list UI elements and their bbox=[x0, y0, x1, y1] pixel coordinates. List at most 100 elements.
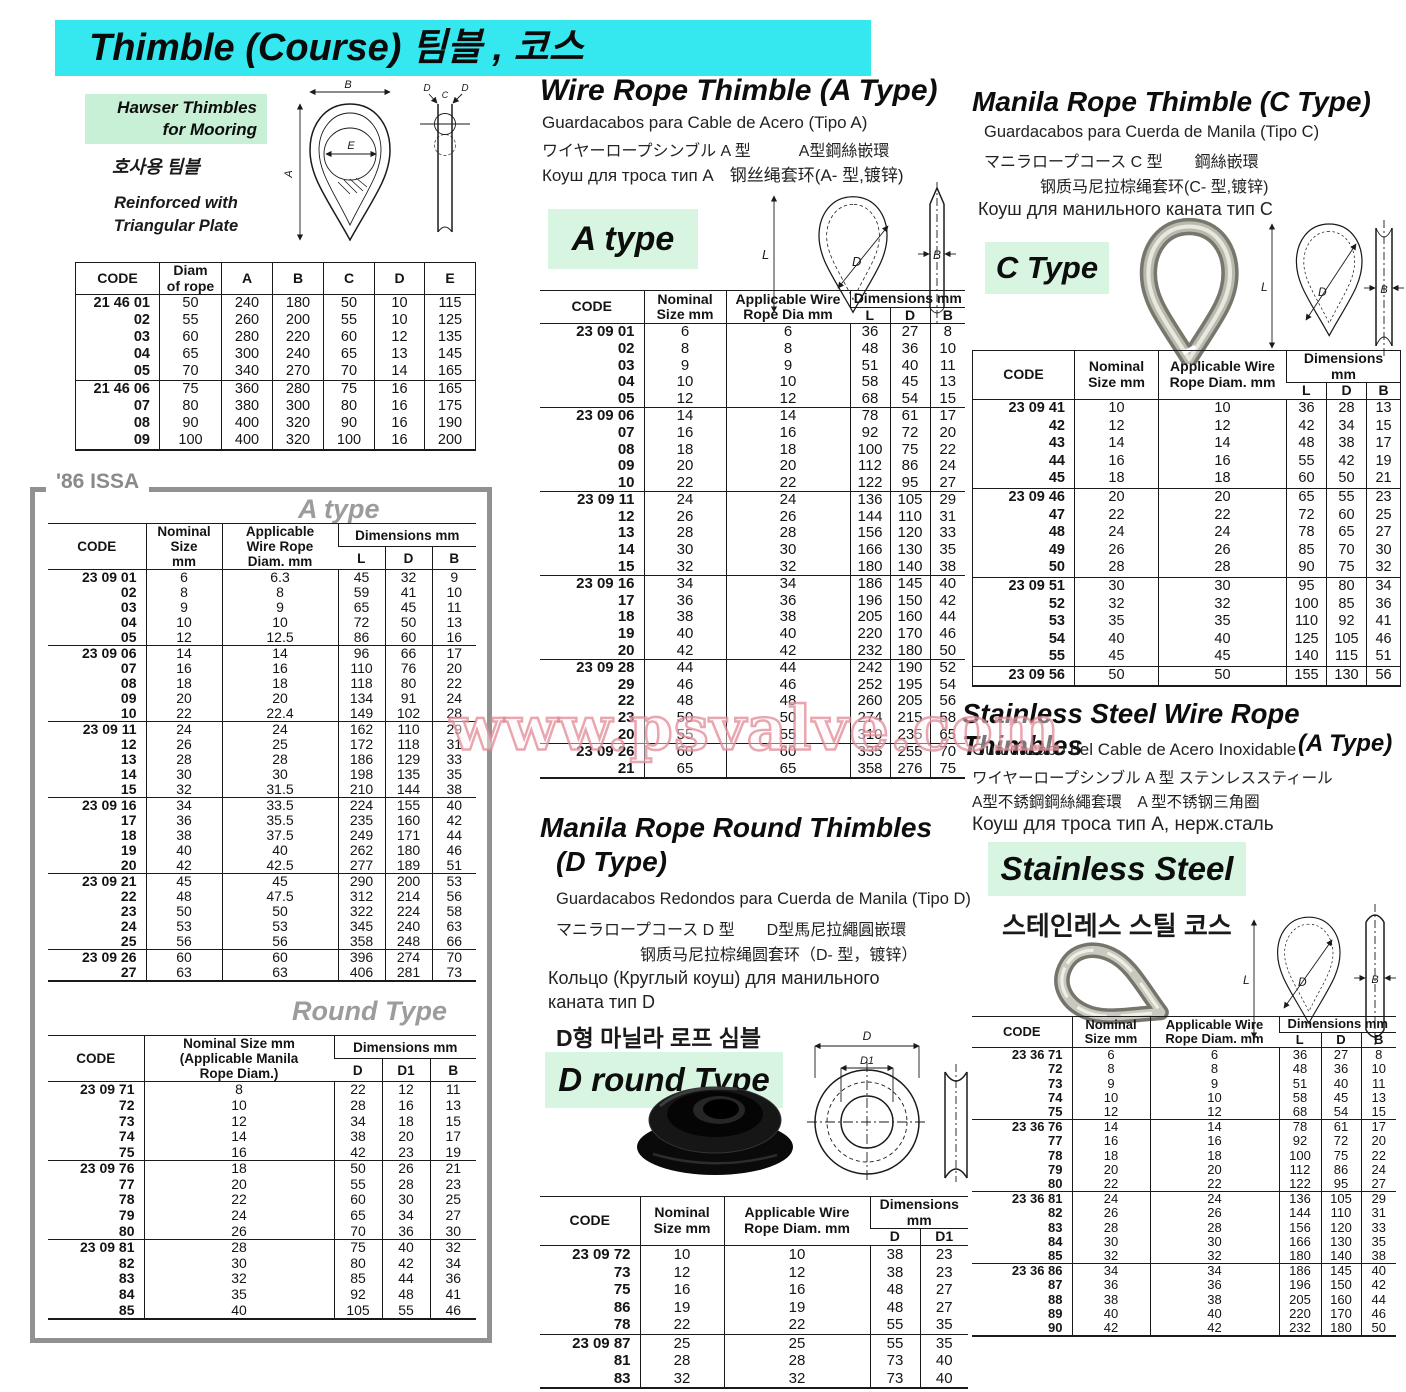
table-cell: 32 bbox=[725, 558, 850, 576]
table-cell: 270 bbox=[272, 363, 324, 381]
table-row: 03 60 280 220 60 12 135 bbox=[76, 329, 476, 347]
table-cell: 75 bbox=[889, 441, 930, 459]
table-cell: 27 bbox=[1320, 1047, 1361, 1063]
table-cell: 17 bbox=[1365, 435, 1401, 453]
table-cell: 150 bbox=[889, 592, 930, 610]
table-cell: 95 bbox=[1320, 1176, 1361, 1192]
table-cell: 24 bbox=[145, 721, 222, 738]
table-cell: 42 bbox=[929, 592, 966, 610]
table-row: 79 24 65 34 27 bbox=[48, 1208, 477, 1224]
table-cell: 14 bbox=[617, 542, 635, 559]
table-cell: 260 bbox=[221, 312, 273, 330]
column-header: D bbox=[1320, 1031, 1361, 1049]
table-cell: 155 bbox=[1286, 665, 1327, 687]
table-cell: 90 bbox=[972, 1320, 1072, 1338]
table-cell: 145 bbox=[1320, 1263, 1361, 1279]
table-cell: 20 bbox=[1360, 1134, 1396, 1149]
table-cell: 44 bbox=[929, 609, 966, 627]
table-cell: 38 bbox=[869, 1263, 920, 1282]
table-cell: 85 bbox=[1286, 541, 1327, 560]
table-row: 22 48 47.5 312 214 56 bbox=[48, 889, 477, 905]
table-cell: 23 09 81 bbox=[48, 1239, 144, 1256]
table-cell: 32 bbox=[643, 558, 726, 576]
table-row: 53 35 35 110 92 41 bbox=[973, 613, 1401, 631]
table-cell: 40 bbox=[1074, 630, 1159, 649]
table-row: 25 56 56 358 248 66 bbox=[48, 934, 477, 950]
table-cell: 23 09 28 bbox=[540, 659, 644, 677]
table-cell: 41 bbox=[429, 1287, 477, 1303]
table-cell: 190 bbox=[424, 415, 476, 433]
table-cell: 14 bbox=[725, 407, 850, 425]
table-cell: 16 bbox=[1149, 1134, 1279, 1149]
table-row: 09 20 20 112 86 24 bbox=[540, 458, 966, 475]
wire-a-table: CODE Nominal Size mm Applicable Wire Rope … bbox=[540, 289, 966, 780]
dim-label-d: D bbox=[1298, 975, 1307, 989]
table-cell: 100 bbox=[1278, 1148, 1321, 1163]
table-cell: 274 bbox=[849, 710, 890, 727]
table-cell: 16 bbox=[723, 1281, 870, 1299]
table-cell: 166 bbox=[1278, 1234, 1321, 1249]
table-cell: 110 bbox=[1286, 613, 1327, 631]
table-cell: 12 bbox=[381, 1081, 430, 1098]
table-cell: 50 bbox=[1326, 470, 1367, 489]
table-cell: 20 bbox=[143, 1176, 334, 1193]
table-cell: 72 bbox=[118, 1097, 135, 1113]
table-cell: 09 bbox=[75, 432, 160, 452]
table-cell: 156 bbox=[1278, 1220, 1321, 1235]
table-cell: 55 bbox=[333, 1176, 382, 1193]
table-cell: 18 bbox=[145, 676, 222, 692]
table-cell: 58 bbox=[849, 374, 890, 391]
table-cell: 10 bbox=[221, 615, 338, 631]
stainless-thimble-photo bbox=[1054, 942, 1169, 1024]
table-cell: 45 bbox=[221, 873, 338, 890]
table-cell: 44 bbox=[1048, 452, 1065, 469]
table-cell: 40 bbox=[381, 1239, 430, 1256]
table-cell: 96 bbox=[337, 645, 385, 662]
issa-a-type-table: CODE Nominal Size mm Applicable Wire Rope … bbox=[48, 522, 477, 983]
table-cell: 24 bbox=[120, 919, 137, 935]
manila-c-subtitle-chinese: 钢质马尼拉棕绳套环(C- 型,镀锌) bbox=[1040, 179, 1269, 196]
table-cell: 26 bbox=[1149, 1206, 1279, 1221]
table-cell: 65 bbox=[333, 1208, 382, 1224]
table-cell: 172 bbox=[337, 737, 385, 753]
table-cell: 50 bbox=[929, 642, 966, 660]
table-row: 04 10 10 72 50 13 bbox=[48, 615, 477, 631]
table-row: 23 09 46 20 20 65 55 23 bbox=[972, 487, 1401, 507]
table-cell: 30 bbox=[1365, 541, 1401, 560]
table-cell: 156 bbox=[849, 525, 890, 543]
table-cell: 19 bbox=[617, 626, 635, 643]
table-cell: 380 bbox=[221, 398, 273, 416]
table-cell: 277 bbox=[337, 858, 385, 874]
table-cell: 40 bbox=[919, 1369, 969, 1389]
table-cell: 15 bbox=[120, 782, 137, 798]
table-cell: 10 bbox=[723, 1245, 870, 1264]
table-cell: 35 bbox=[1158, 613, 1287, 631]
table-row: 22 48 48 260 205 56 bbox=[540, 693, 966, 710]
table-cell: 72 bbox=[1048, 1062, 1063, 1077]
table-cell: 18 bbox=[1149, 1148, 1279, 1163]
table-cell: 59 bbox=[337, 585, 385, 601]
table-row: 78 18 18 100 75 22 bbox=[972, 1148, 1396, 1163]
table-cell: 10 bbox=[1149, 1090, 1279, 1105]
table-cell: 63 bbox=[431, 919, 477, 935]
table-cell: 95 bbox=[889, 474, 930, 492]
table-cell: 29 bbox=[617, 676, 635, 693]
table-cell: 75 bbox=[333, 1239, 382, 1256]
table-cell: 54 bbox=[1320, 1104, 1361, 1120]
table-cell: 42 bbox=[145, 858, 222, 874]
table-cell: 6 bbox=[643, 323, 726, 341]
table-cell: 240 bbox=[221, 294, 273, 313]
table-cell: 10 bbox=[639, 1245, 724, 1264]
table-cell: 17 bbox=[1360, 1119, 1396, 1135]
table-cell: 14 bbox=[1158, 435, 1287, 453]
column-header: D1 bbox=[381, 1058, 430, 1083]
table-cell: 36 bbox=[1286, 399, 1327, 418]
table-row: 82 30 80 42 34 bbox=[48, 1255, 477, 1272]
table-row: 86 19 19 48 27 bbox=[540, 1298, 969, 1317]
table-cell: 70 bbox=[333, 1223, 382, 1240]
table-row: 77 20 55 28 23 bbox=[48, 1176, 477, 1193]
table-cell: 14 bbox=[143, 1129, 334, 1145]
table-row: 23 36 71 6 6 36 27 8 bbox=[972, 1047, 1396, 1063]
dim-label-d-left: D bbox=[423, 83, 430, 94]
table-cell: 130 bbox=[889, 542, 930, 559]
